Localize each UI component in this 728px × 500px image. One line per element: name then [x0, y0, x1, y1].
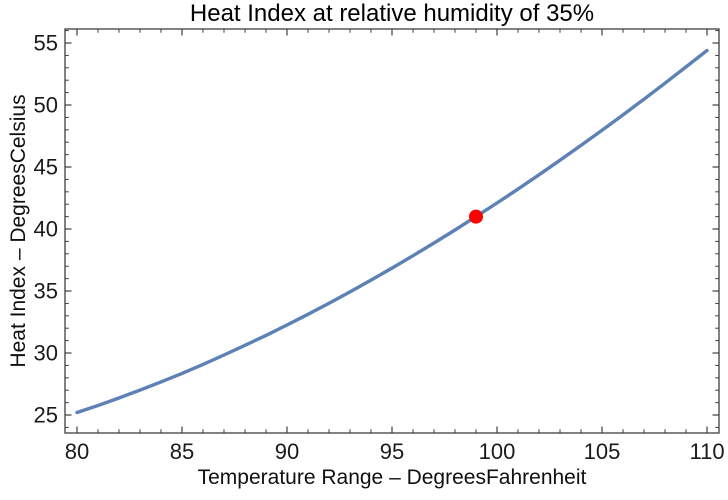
y-tick-label: 50 [34, 93, 58, 118]
x-tick-label: 110 [689, 439, 724, 464]
y-tick-label: 55 [34, 31, 58, 56]
y-tick-label: 25 [34, 403, 58, 428]
x-tick-label: 95 [380, 439, 404, 464]
x-tick-label: 100 [479, 439, 516, 464]
x-tick-label: 85 [170, 439, 194, 464]
chart-title: Heat Index at relative humidity of 35% [189, 0, 595, 27]
y-axis-label: Heat Index – DegreesCelsius [7, 94, 30, 368]
y-tick-label: 40 [34, 217, 58, 242]
y-tick-label: 30 [34, 341, 58, 366]
plot-frame [64, 28, 720, 434]
y-tick-label: 45 [34, 155, 58, 180]
x-tick-label: 105 [584, 439, 621, 464]
x-tick-label: 90 [275, 439, 299, 464]
y-tick-label: 35 [34, 279, 58, 304]
heat-index-curve [75, 48, 709, 415]
x-tick-label: 80 [65, 439, 89, 464]
x-axis-label: Temperature Range – DegreesFahrenheit [197, 466, 587, 489]
data-point-marker [469, 209, 484, 224]
